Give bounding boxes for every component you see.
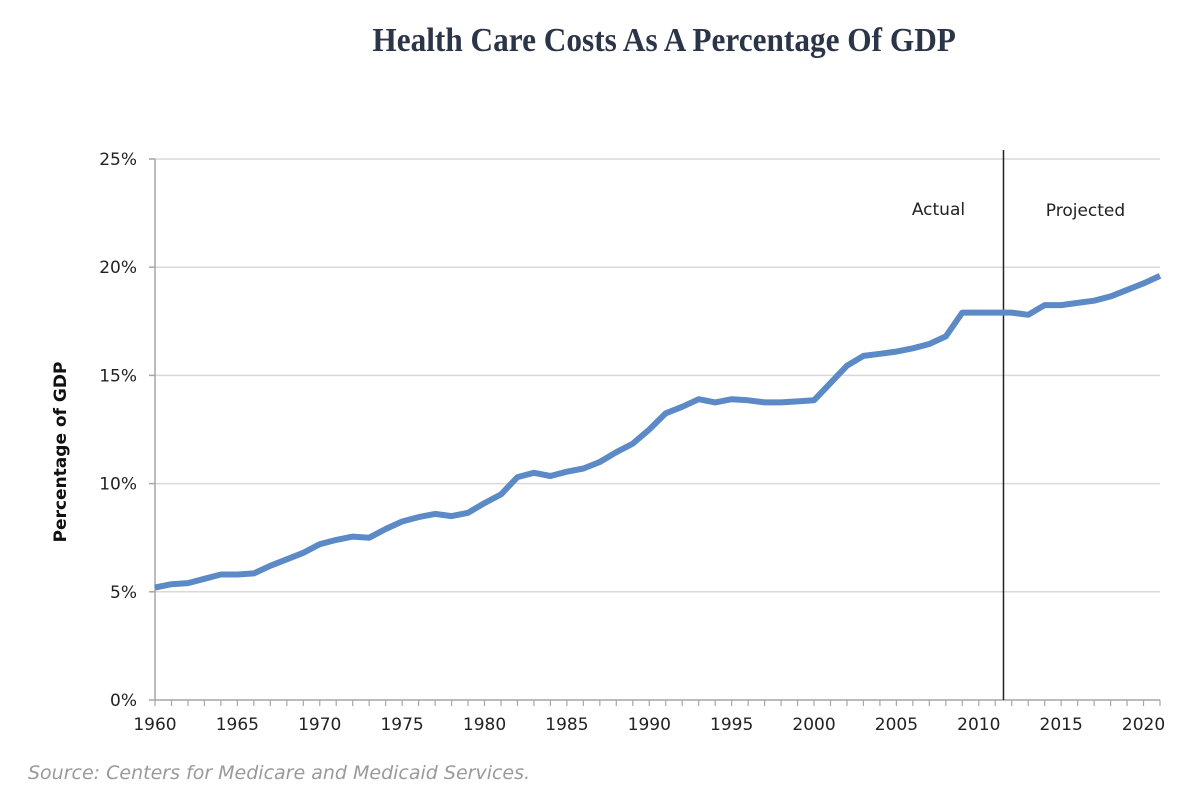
axes (149, 158, 1161, 706)
x-tick-label: 2010 (957, 715, 1000, 735)
x-tick-label: 1975 (380, 715, 423, 735)
x-tick-label: 2005 (875, 715, 918, 735)
x-tick-label: 2020 (1122, 715, 1165, 735)
chart-title: Health Care Costs As A Percentage Of GDP (372, 22, 956, 59)
annotation-projected: Projected (1046, 201, 1125, 221)
y-tick-label: 25% (99, 150, 137, 170)
series-line (154, 273, 1162, 591)
series (154, 273, 1162, 591)
annotation-actual: Actual (912, 200, 965, 220)
y-tick-label: 20% (99, 258, 137, 278)
x-tick-label: 1985 (545, 715, 588, 735)
x-tick-label: 1965 (216, 715, 259, 735)
y-axis-label: Percentage of GDP (51, 362, 71, 543)
y-tick-label: 5% (110, 583, 137, 603)
gridlines (155, 158, 1160, 593)
x-tick-label: 1995 (710, 715, 753, 735)
y-tick-label: 0% (110, 691, 137, 711)
x-tick-label: 1960 (133, 715, 176, 735)
source-note: Source: Centers for Medicare and Medicai… (28, 762, 531, 784)
y-tick-label: 15% (99, 366, 137, 386)
y-tick-labels: 0% 5% 10% 15% 20% 25% (99, 150, 137, 711)
x-tick-label: 1970 (298, 715, 341, 735)
x-tick-label: 1990 (628, 715, 671, 735)
x-tick-labels: 1960 1965 1970 1975 1980 1985 1990 1995 2000 2005… (133, 715, 1165, 735)
x-tick-label: 2000 (792, 715, 835, 735)
x-tick-label: 1980 (463, 715, 506, 735)
y-tick-label: 10% (99, 475, 137, 495)
x-tick-label: 2015 (1040, 715, 1083, 735)
